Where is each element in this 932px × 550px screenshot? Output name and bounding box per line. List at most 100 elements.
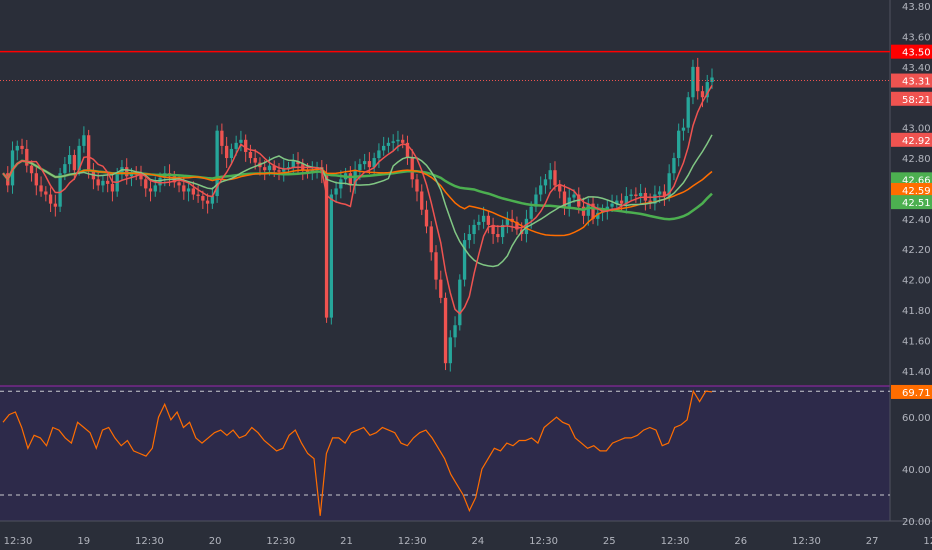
candle-body (448, 337, 452, 364)
ma-slow-line (2, 159, 713, 221)
candle-body (677, 130, 681, 159)
price-badge (891, 172, 932, 187)
rsi-pane[interactable] (0, 389, 890, 516)
candle-body (562, 191, 567, 207)
candle-body (96, 179, 100, 186)
candle-body (267, 165, 272, 171)
candle-body (44, 191, 48, 195)
candle-body (591, 203, 595, 219)
candle-body (586, 203, 590, 216)
candle-body (634, 194, 638, 197)
rsi-panel-background (0, 386, 890, 521)
price-pane[interactable] (0, 50, 890, 372)
price-badge (891, 195, 932, 210)
price-badge (891, 44, 932, 59)
candle-body (477, 221, 481, 225)
candle-body (405, 142, 410, 159)
price-badge (891, 182, 932, 197)
price-tick-label: 43.00 (902, 124, 931, 135)
candle-body (253, 158, 257, 163)
candle-body (410, 158, 414, 180)
candle-body (229, 148, 234, 159)
rsi-value-badge (891, 384, 932, 399)
candle-body (434, 252, 438, 280)
candle-body (377, 150, 381, 159)
candle-body (453, 325, 457, 338)
candle-body (139, 174, 143, 180)
candle-body (615, 200, 619, 204)
price-badge-label: 43.31 (902, 77, 931, 88)
candle-body (610, 203, 614, 207)
time-tick-label: 19 (77, 536, 90, 547)
candle-body (605, 206, 609, 210)
candle-body (110, 183, 115, 192)
candle-body (15, 145, 19, 151)
price-badge-label: 42.59 (902, 186, 931, 197)
price-badge-label: 42.66 (902, 175, 931, 186)
candle-body (58, 173, 62, 207)
candle-body (401, 139, 405, 143)
time-tick-label: 12:30 (4, 536, 33, 547)
time-tick-label: 12:30 (135, 536, 164, 547)
candle-body (619, 200, 624, 204)
time-tick-label: 24 (472, 536, 485, 547)
candle-body (358, 164, 362, 171)
candle-body (496, 234, 500, 238)
candle-body (529, 206, 533, 219)
candle-body (196, 194, 200, 197)
time-tick-label: 20 (209, 536, 222, 547)
time-tick-label: 25 (603, 536, 616, 547)
candle-body (272, 165, 276, 171)
candle-body (543, 179, 548, 186)
candle-body (572, 194, 576, 198)
candle-body (39, 185, 43, 192)
rsi-value-label: 69.71 (902, 388, 931, 399)
time-tick-label: 21 (340, 536, 353, 547)
candle-body (277, 170, 281, 172)
candle-body (153, 185, 157, 192)
candle-body (286, 167, 291, 169)
rsi-tick-label: 40.00 (902, 465, 931, 476)
price-tick-label: 42.00 (902, 276, 931, 287)
candle-body (324, 173, 329, 318)
candle-body (700, 91, 705, 98)
candle-body (224, 145, 229, 159)
price-badge (891, 73, 932, 88)
time-tick-label: 12:30 (266, 536, 295, 547)
candle-body (367, 161, 372, 168)
candle-body (201, 196, 205, 201)
candle-body (391, 141, 395, 143)
candle-body (596, 212, 600, 219)
candle-body (291, 161, 295, 168)
candle-body (263, 167, 267, 171)
candle-body (329, 194, 333, 318)
candle-body (629, 194, 633, 197)
candle-body (481, 215, 486, 222)
candle-body (653, 194, 657, 204)
candle-body (63, 164, 67, 174)
candle-body (25, 148, 29, 166)
price-tick-label: 43.80 (902, 2, 931, 13)
price-tick-label: 42.80 (902, 154, 931, 165)
time-tick-label: 12:30 (661, 536, 690, 547)
candle-body (396, 139, 400, 142)
time-tick-label: 12:30 (792, 536, 821, 547)
candle-body (705, 82, 709, 98)
candle-body (129, 173, 134, 177)
price-tick-label: 41.40 (902, 367, 931, 378)
price-badge (891, 132, 932, 147)
candle-body (334, 188, 338, 195)
time-tick-label: 12:30 (398, 536, 427, 547)
price-badge-label: 42.92 (902, 136, 931, 147)
candle-body (553, 170, 557, 186)
candle-body (53, 203, 58, 207)
candle-body (191, 188, 196, 195)
candle-body (581, 206, 586, 216)
candle-body (505, 218, 510, 225)
rsi-tick-label: 20.00 (902, 517, 931, 528)
candle-body (558, 185, 562, 192)
candle-body (458, 279, 462, 326)
time-tick-label: 26 (734, 536, 747, 547)
rsi-tick-label: 60.00 (902, 413, 931, 424)
